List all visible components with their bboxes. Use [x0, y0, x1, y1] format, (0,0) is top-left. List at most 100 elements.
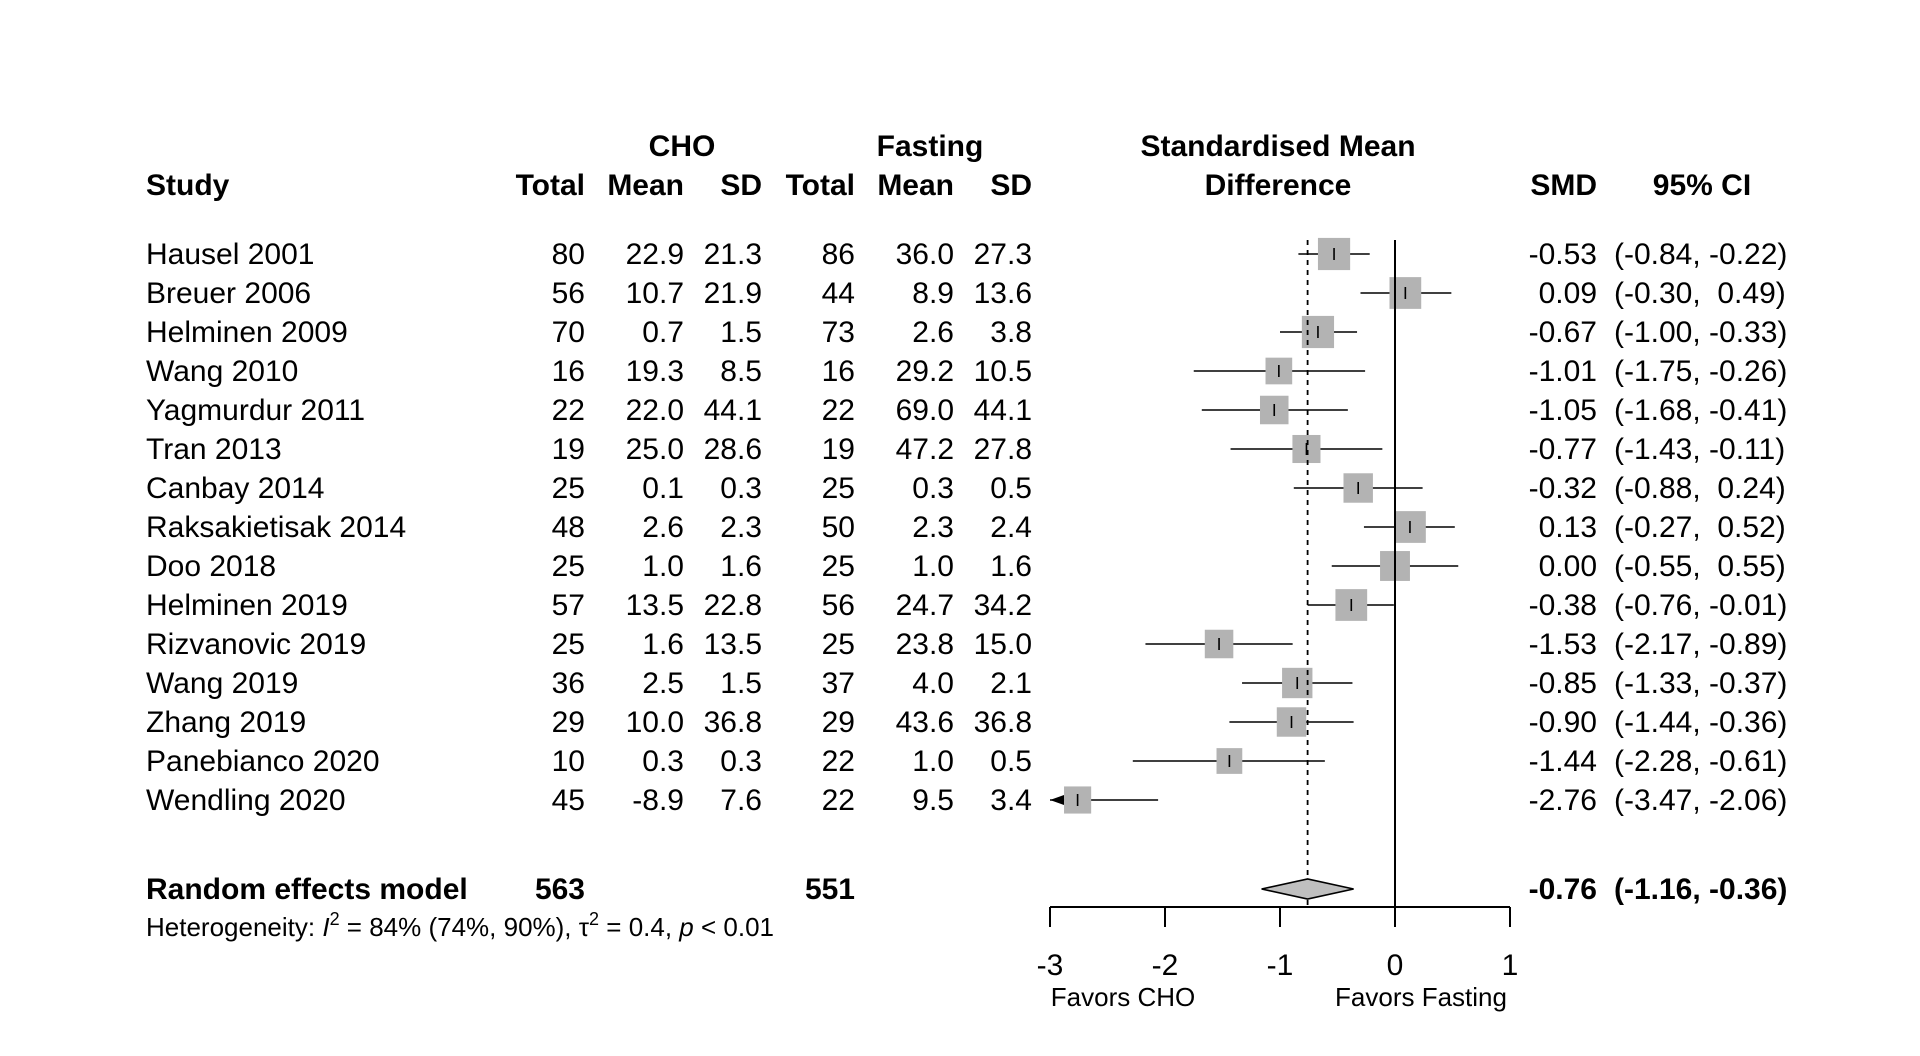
mean-cho-value: 0.3 [642, 745, 684, 778]
ci-value: (-2.17, -0.89) [1614, 628, 1787, 661]
table-row: Canbay 2014 25 0.1 0.3 25 0.3 0.5 -0.32 (-0.88, … [146, 472, 1786, 505]
total-cho-value: 57 [552, 589, 585, 622]
ci-arrow [1050, 795, 1064, 805]
table-row: Rizvanovic 2019 25 1.6 13.5 25 23.8 15.0 -1.53 (… [146, 628, 1787, 661]
tick-label: -2 [1152, 949, 1179, 982]
sd-cho-value: 28.6 [704, 433, 762, 466]
sd-cho-value: 13.5 [704, 628, 762, 661]
mean-cho-value: 1.0 [642, 550, 684, 583]
mean-cho-value: 22.0 [626, 394, 684, 427]
sd-fasting-value: 36.8 [974, 706, 1032, 739]
table-row: Tran 2013 19 25.0 28.6 19 47.2 27.8 -0.77 (-1.43… [146, 433, 1785, 466]
total-fasting-value: 22 [822, 745, 855, 778]
total-fasting-value: 22 [822, 394, 855, 427]
total-cho-value: 56 [552, 277, 585, 310]
summary-total-fasting: 551 [805, 873, 855, 906]
study-name: Rizvanovic 2019 [146, 628, 366, 661]
total-fasting-value: 19 [822, 433, 855, 466]
sd-cho-value: 36.8 [704, 706, 762, 739]
sd-cho-value: 21.9 [704, 277, 762, 310]
study-name: Zhang 2019 [146, 706, 306, 739]
axis-label-right: Favors Fasting [1335, 982, 1507, 1012]
table-row: Wang 2010 16 19.3 8.5 16 29.2 10.5 -1.01 (-1.75,… [146, 355, 1787, 388]
header-mean-cho: Mean [607, 169, 684, 202]
mean-fasting-value: 1.0 [912, 745, 954, 778]
total-cho-value: 45 [552, 784, 585, 817]
smd-value: 0.13 [1539, 511, 1597, 544]
summary-ci: (-1.16, -0.36) [1614, 873, 1787, 906]
total-cho-value: 25 [552, 628, 585, 661]
ci-value: (-1.44, -0.36) [1614, 706, 1787, 739]
sd-fasting-value: 13.6 [974, 277, 1032, 310]
total-cho-value: 48 [552, 511, 585, 544]
smd-value: -1.44 [1529, 745, 1597, 778]
mean-fasting-value: 69.0 [896, 394, 954, 427]
total-cho-value: 29 [552, 706, 585, 739]
sd-cho-value: 44.1 [704, 394, 762, 427]
summary-diamond [1261, 878, 1354, 900]
mean-cho-value: 0.7 [642, 316, 684, 349]
table-row: Zhang 2019 29 10.0 36.8 29 43.6 36.8 -0.90 (-1.4… [146, 706, 1787, 739]
header-sd-cho: SD [720, 169, 762, 202]
total-cho-value: 70 [552, 316, 585, 349]
mean-cho-value: 1.6 [642, 628, 684, 661]
header-ci: 95% CI [1653, 169, 1751, 202]
sd-fasting-value: 44.1 [974, 394, 1032, 427]
smd-value: -1.53 [1529, 628, 1597, 661]
smd-value: -0.32 [1529, 472, 1597, 505]
mean-fasting-value: 43.6 [896, 706, 954, 739]
smd-value: -1.05 [1529, 394, 1597, 427]
ci-value: (-0.30, 0.49) [1614, 277, 1786, 310]
sd-fasting-value: 3.8 [990, 316, 1032, 349]
total-cho-value: 22 [552, 394, 585, 427]
smd-value: -0.90 [1529, 706, 1597, 739]
mean-cho-value: 25.0 [626, 433, 684, 466]
mean-fasting-value: 9.5 [912, 784, 954, 817]
column-headers: CHO Fasting Standardised Mean Study Tota… [146, 130, 1751, 202]
total-fasting-value: 37 [822, 667, 855, 700]
total-fasting-value: 29 [822, 706, 855, 739]
total-fasting-value: 56 [822, 589, 855, 622]
total-fasting-value: 25 [822, 628, 855, 661]
sd-cho-value: 22.8 [704, 589, 762, 622]
table-row: Helminen 2019 57 13.5 22.8 56 24.7 34.2 -0.38 (-… [146, 589, 1787, 622]
total-fasting-value: 22 [822, 784, 855, 817]
smd-value: -0.85 [1529, 667, 1597, 700]
table-row: Breuer 2006 56 10.7 21.9 44 8.9 13.6 0.09 (-0.30… [146, 277, 1786, 310]
sd-cho-value: 0.3 [720, 745, 762, 778]
header-effect-line1: Standardised Mean [1140, 130, 1415, 163]
mean-fasting-value: 29.2 [896, 355, 954, 388]
mean-fasting-value: 0.3 [912, 472, 954, 505]
mean-fasting-value: 23.8 [896, 628, 954, 661]
mean-cho-value: 19.3 [626, 355, 684, 388]
ci-value: (-0.84, -0.22) [1614, 238, 1787, 271]
total-fasting-value: 25 [822, 550, 855, 583]
sd-cho-value: 1.6 [720, 550, 762, 583]
ci-value: (-3.47, -2.06) [1614, 784, 1787, 817]
total-fasting-value: 44 [822, 277, 855, 310]
mean-cho-value: 2.5 [642, 667, 684, 700]
study-name: Yagmurdur 2011 [146, 394, 365, 427]
ci-value: (-1.43, -0.11) [1614, 433, 1785, 466]
axis-label-left: Favors CHO [1051, 982, 1195, 1012]
mean-fasting-value: 8.9 [912, 277, 954, 310]
header-smd: SMD [1530, 169, 1597, 202]
table-row: Panebianco 2020 10 0.3 0.3 22 1.0 0.5 -1.44 (-2.… [146, 745, 1787, 778]
heterogeneity-text: Heterogeneity: I2 = 84% (74%, 90%), τ2 =… [146, 909, 774, 942]
ci-value: (-1.00, -0.33) [1614, 316, 1787, 349]
header-cho: CHO [649, 130, 716, 163]
mean-cho-value: 0.1 [642, 472, 684, 505]
study-name: Breuer 2006 [146, 277, 311, 310]
plot-marks [1050, 237, 1459, 907]
table-row: Raksakietisak 2014 48 2.6 2.3 50 2.3 2.4 0.13 (-… [146, 511, 1786, 544]
header-total-cho: Total [516, 169, 585, 202]
ci-value: (-0.55, 0.55) [1614, 550, 1786, 583]
ci-value: (-1.33, -0.37) [1614, 667, 1787, 700]
sd-cho-value: 0.3 [720, 472, 762, 505]
ci-value: (-0.76, -0.01) [1614, 589, 1787, 622]
sd-fasting-value: 2.1 [990, 667, 1032, 700]
total-fasting-value: 16 [822, 355, 855, 388]
total-fasting-value: 25 [822, 472, 855, 505]
total-cho-value: 36 [552, 667, 585, 700]
